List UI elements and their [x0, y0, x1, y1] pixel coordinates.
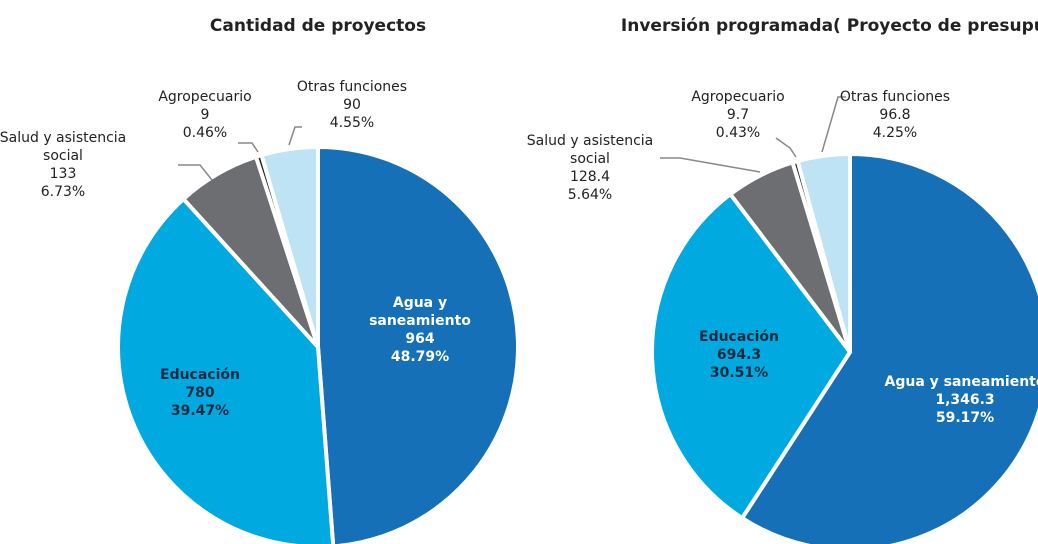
data-label: Agua y saneamiento 964 48.79% [365, 294, 475, 366]
data-label: Otras funciones 96.8 4.25% [820, 88, 970, 142]
value-label: 1,346.3 [935, 392, 995, 408]
chart-title: Cantidad de proyectos [210, 16, 426, 36]
value-label: 694.3 [716, 347, 762, 363]
percent-label: 0.46% [182, 125, 228, 141]
title-text: Cantidad de proyectos [209, 16, 427, 36]
category-label: Educación [160, 367, 240, 383]
value-label: 9.7 [726, 107, 750, 123]
data-label: Educación 780 39.47% [145, 366, 255, 420]
leader-line [660, 157, 761, 173]
category-label: Otras funciones [839, 89, 951, 105]
leader-line [775, 137, 797, 158]
pie-slice [259, 145, 320, 349]
category-label: Salud y asistencia social [0, 130, 127, 164]
leader-line [178, 164, 213, 181]
value-label: 96.8 [879, 107, 911, 123]
category-label: Educación [699, 329, 779, 345]
percent-label: 4.25% [872, 125, 918, 141]
percent-label: 30.51% [709, 365, 769, 381]
pie-slice [316, 145, 520, 544]
value-label: 133 [49, 166, 77, 182]
percent-label: 0.43% [715, 125, 761, 141]
chart-title: Inversión programada( Proyecto de presup… [621, 16, 1038, 36]
value-label: 128.4 [569, 169, 611, 185]
pie-slice [650, 192, 852, 521]
percent-label: 6.73% [40, 184, 86, 200]
leader-line [238, 142, 259, 153]
percent-label: 59.17% [935, 410, 995, 426]
data-label: Salud y asistencia social 128.4 5.64% [515, 132, 665, 204]
category-label: Agua y saneamiento [884, 374, 1038, 390]
data-label: Otras funciones 90 4.55% [277, 78, 427, 132]
percent-label: 39.47% [170, 403, 230, 419]
subtitle-text: ( Proyecto de presupuesto) [833, 16, 1038, 36]
data-label: Agua y saneamiento 1,346.3 59.17% [865, 373, 1038, 427]
data-label: Educación 694.3 30.51% [684, 328, 794, 382]
title-text: Inversión programada [620, 16, 834, 36]
category-label: Salud y asistencia social [526, 133, 654, 167]
category-label: Otras funciones [296, 79, 408, 95]
value-label: 964 [405, 331, 435, 347]
percent-label: 5.64% [567, 187, 613, 203]
leader-line [288, 126, 302, 146]
pie-slice [740, 152, 1038, 544]
percent-label: 48.79% [390, 349, 450, 365]
category-label: Agropecuario [691, 89, 785, 105]
pie-slice [116, 196, 336, 544]
data-label: Agropecuario 9 0.46% [145, 88, 265, 142]
data-label: Salud y asistencia social 133 6.73% [0, 129, 138, 201]
pie-slice [795, 152, 852, 354]
value-label: 90 [343, 97, 361, 113]
percent-label: 4.55% [329, 115, 375, 131]
value-label: 9 [200, 107, 210, 123]
value-label: 780 [185, 385, 215, 401]
category-label: Agua y saneamiento [369, 295, 471, 329]
leader-line [821, 96, 846, 153]
data-label: Agropecuario 9.7 0.43% [678, 88, 798, 142]
category-label: Agropecuario [158, 89, 252, 105]
